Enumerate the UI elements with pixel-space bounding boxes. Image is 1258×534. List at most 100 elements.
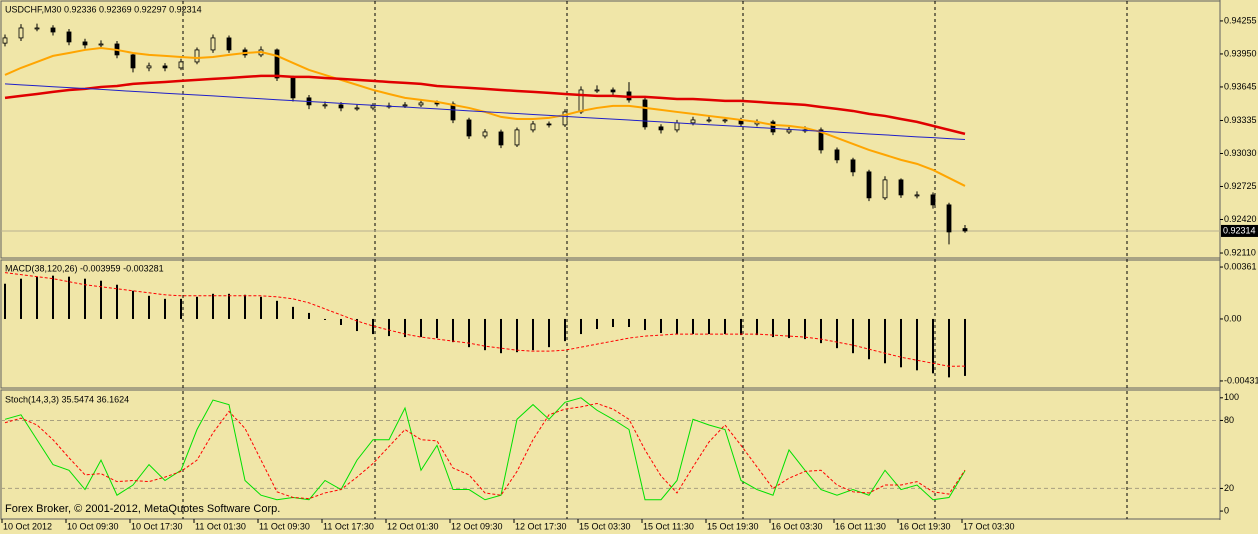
- histogram-bar: [660, 318, 662, 334]
- indicator-title: MACD(38,120,26) -0.003959 -0.003281: [5, 263, 164, 273]
- x-tick-label: 10 Oct 2012: [3, 521, 52, 531]
- candle-body: [50, 27, 56, 33]
- candle-body: [402, 104, 408, 107]
- candle-body: [18, 27, 24, 39]
- candle-body: [354, 107, 360, 110]
- candle-body: [130, 54, 136, 69]
- indicator-line: [4, 74, 966, 136]
- candle-body: [962, 228, 968, 232]
- histogram-bar: [612, 318, 614, 328]
- histogram-bar: [164, 298, 166, 319]
- chart-title: USDCHF,M30 0.92336 0.92369 0.92297 0.923…: [5, 4, 202, 14]
- histogram-bar: [868, 318, 870, 360]
- y-tick-label: 0.92420: [1224, 214, 1257, 224]
- histogram-bar: [884, 318, 886, 364]
- candle-body: [178, 61, 184, 69]
- y-tick-label: 80: [1224, 415, 1234, 425]
- indicator-line: [4, 397, 966, 501]
- histogram-bar: [228, 293, 230, 319]
- histogram-bar: [292, 306, 294, 319]
- candle-body: [610, 89, 616, 93]
- candle-body: [946, 204, 952, 233]
- histogram-bar: [724, 318, 726, 335]
- candle-body: [690, 119, 696, 124]
- histogram-bar: [564, 318, 566, 342]
- histogram-bar: [340, 318, 342, 326]
- price-label-box: [1221, 224, 1258, 237]
- candle-body: [706, 119, 712, 122]
- x-tick-label: 16 Oct 11:30: [835, 521, 886, 531]
- candle-body: [434, 102, 440, 105]
- histogram-bar: [708, 318, 710, 335]
- histogram-bar: [628, 318, 630, 328]
- candle-body: [850, 159, 856, 173]
- x-tick-label: 16 Oct 03:30: [771, 521, 823, 531]
- histogram-bar: [964, 318, 966, 376]
- indicator-title: Stoch(14,3,3) 35.5474 36.1624: [5, 394, 129, 404]
- histogram-bar: [308, 312, 310, 319]
- histogram-bar: [212, 293, 214, 319]
- candle-body: [834, 149, 840, 161]
- candle-body: [418, 102, 424, 106]
- candle-body: [658, 126, 664, 131]
- x-tick-label: 10 Oct 09:30: [67, 521, 119, 531]
- candle-body: [866, 171, 872, 199]
- x-tick-label: 17 Oct 03:30: [963, 521, 1015, 531]
- histogram-bar: [36, 276, 38, 319]
- candle-body: [290, 77, 296, 99]
- histogram-bar: [324, 318, 326, 320]
- candle-body: [66, 31, 72, 43]
- histogram-bar: [260, 296, 262, 319]
- candle-body: [530, 123, 536, 131]
- histogram-bar: [676, 318, 678, 335]
- candle-body: [34, 27, 40, 30]
- histogram-bar: [948, 318, 950, 378]
- histogram-bar: [148, 295, 150, 319]
- y-tick-label: 0.92725: [1224, 181, 1257, 191]
- histogram-bar: [116, 284, 118, 319]
- candle-body: [818, 129, 824, 151]
- histogram-bar: [20, 278, 22, 319]
- histogram-bar: [452, 318, 454, 343]
- candle-body: [770, 121, 776, 133]
- price-label: 0.92314: [1223, 225, 1256, 235]
- indicator-line: [4, 402, 966, 500]
- candle-body: [450, 103, 456, 121]
- histogram-bar: [900, 318, 902, 368]
- candle-body: [882, 179, 888, 199]
- candle-body: [594, 89, 600, 92]
- histogram-bar: [436, 318, 438, 339]
- histogram-bar: [932, 318, 934, 374]
- histogram-bar: [4, 283, 6, 319]
- x-tick-label: 11 Oct 01:30: [195, 521, 246, 531]
- histogram-bar: [516, 318, 518, 353]
- histogram-bar: [788, 318, 790, 339]
- histogram-bar: [180, 298, 182, 319]
- histogram-bar: [68, 276, 70, 319]
- x-tick-label: 10 Oct 17:30: [131, 521, 183, 531]
- histogram-bar: [196, 296, 198, 319]
- candle-body: [898, 179, 904, 196]
- histogram-bar: [420, 318, 422, 338]
- histogram-bar: [804, 318, 806, 340]
- x-tick-label: 15 Oct 11:30: [643, 521, 694, 531]
- y-tick-label: 0.93950: [1224, 48, 1257, 58]
- candle-body: [674, 122, 680, 131]
- x-tick-label: 12 Oct 17:30: [515, 521, 567, 531]
- histogram-bar: [740, 318, 742, 336]
- histogram-bar: [276, 300, 278, 319]
- candle-body: [162, 65, 168, 69]
- x-tick-label: 11 Oct 09:30: [259, 521, 310, 531]
- histogram-bar: [836, 318, 838, 349]
- histogram-bar: [100, 280, 102, 319]
- histogram-bar: [532, 318, 534, 351]
- histogram-bar: [548, 318, 550, 348]
- y-tick-label: 0: [1224, 505, 1229, 515]
- candle-body: [562, 111, 568, 126]
- candle-body: [2, 37, 8, 44]
- candle-body: [226, 37, 232, 51]
- histogram-bar: [916, 318, 918, 371]
- y-tick-label: 0.00361: [1224, 261, 1257, 271]
- candle-body: [370, 105, 376, 109]
